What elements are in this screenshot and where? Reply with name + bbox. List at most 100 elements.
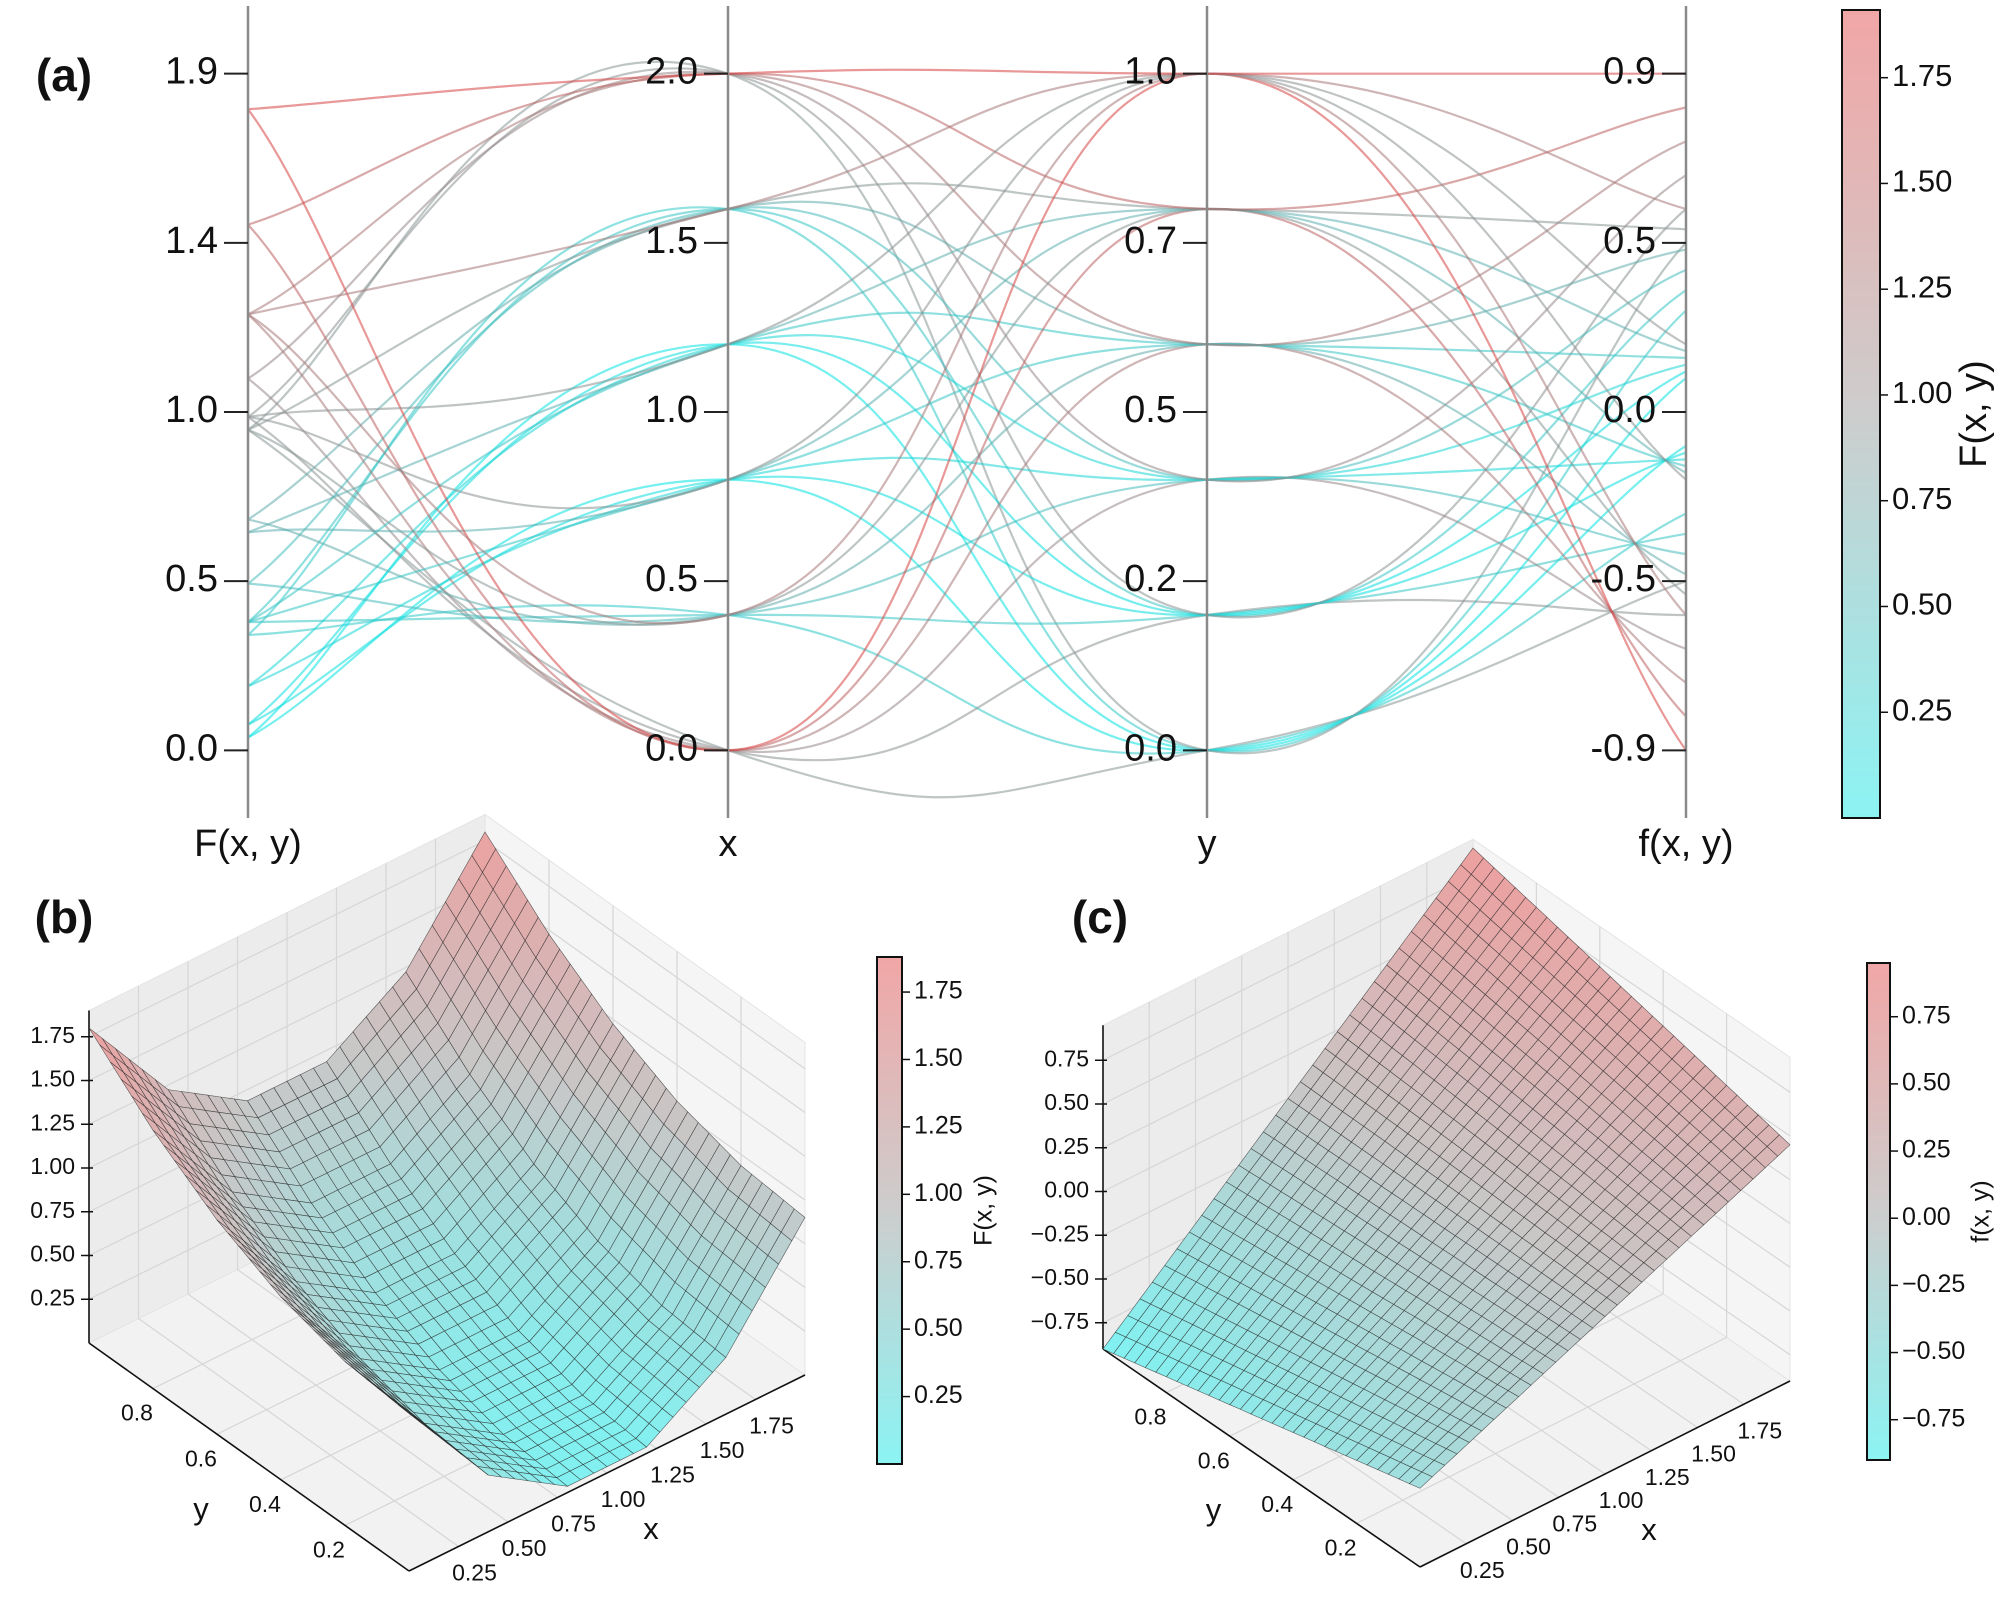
panel-label: (a) (36, 49, 92, 101)
tick-label: 0.7 (1124, 220, 1177, 262)
colorbar-tick-label: 1.00 (914, 1179, 963, 1207)
parallel-line (247, 512, 1687, 755)
tick-label: 1.0 (165, 389, 218, 431)
axis-line (1419, 1380, 1791, 1568)
colorbar-tick-label: 0.00 (1902, 1203, 1951, 1231)
parallel-line (247, 343, 1687, 752)
x-tick-label: 0.50 (1506, 1534, 1551, 1560)
surface-patch (1408, 1471, 1433, 1489)
z-tick-label: 1.25 (30, 1109, 75, 1135)
tick-label: 0.5 (645, 558, 698, 600)
parallel-line (247, 428, 1687, 799)
parallel-line (247, 207, 1687, 626)
z-tick-label: 0.25 (30, 1284, 75, 1310)
grid-line (88, 840, 486, 1038)
colorbar-tick-label: 1.25 (1892, 269, 1952, 304)
tick-label: -0.9 (1591, 727, 1656, 769)
y-axis-label: y (1206, 1492, 1222, 1527)
surface-patch (398, 1404, 423, 1425)
surface (1102, 847, 1791, 1489)
parallel-line (247, 311, 1687, 624)
parallel-line (247, 207, 1687, 623)
x-tick-label: 1.25 (1645, 1464, 1690, 1490)
y-tick-label: 0.4 (1261, 1491, 1293, 1517)
surface (88, 831, 806, 1487)
y-tick-label: 0.8 (121, 1400, 153, 1426)
parallel-line (247, 68, 1686, 111)
x-tick-label: 1.50 (700, 1437, 745, 1463)
parallel-line (247, 451, 1687, 726)
x-tick-label: 0.75 (1552, 1510, 1597, 1536)
colorbar-tick-label: 1.75 (1892, 58, 1952, 93)
z-tick-label: 0.50 (30, 1241, 75, 1267)
lines (247, 60, 1687, 799)
parallel-line (247, 72, 1687, 347)
tick-label: 1.5 (645, 220, 698, 262)
grid-line (1102, 873, 1474, 1061)
tick-label: 0.5 (165, 558, 218, 600)
colorbar-tick-label: 0.50 (1902, 1069, 1951, 1097)
parallel-line (247, 72, 1687, 226)
parallel-line (247, 334, 1687, 688)
z-tick-label: −0.25 (1031, 1220, 1089, 1246)
parallel-line (247, 342, 1687, 626)
x-tick-label: 0.25 (452, 1560, 497, 1586)
tick-label: 0.0 (1124, 727, 1177, 769)
grid-line (88, 883, 486, 1082)
colorbar-tick-label: 0.25 (1902, 1136, 1951, 1164)
axis-name: F(x, y) (194, 823, 302, 865)
y-tick-label: 0.6 (185, 1445, 217, 1471)
axis-name: y (1198, 823, 1217, 865)
colorbar (1842, 10, 1880, 818)
colorbar-tick-label: 1.50 (914, 1044, 963, 1072)
parallel-line (247, 60, 1687, 755)
axis-line (1102, 1348, 1421, 1568)
colorbar-tick-label: 0.75 (1892, 481, 1952, 516)
z-tick-label: 0.00 (1044, 1177, 1089, 1203)
grid-line (484, 840, 806, 1070)
grid-line (1356, 1336, 1727, 1524)
colorbar-tick-label: 0.25 (914, 1381, 963, 1409)
z-tick-label: 0.75 (1044, 1045, 1089, 1071)
parallel-line (247, 182, 1687, 431)
axis-name: f(x, y) (1639, 823, 1734, 865)
tick-label: 2.0 (645, 51, 698, 93)
tick-label: 1.9 (165, 51, 218, 93)
colorbar-tick-label: −0.25 (1902, 1270, 1965, 1298)
parallel-line (247, 476, 1687, 624)
tick-label: 0.5 (1603, 220, 1656, 262)
axis-name: x (719, 823, 738, 865)
tick-label: 1.0 (1124, 51, 1177, 93)
panel-label: (c) (1072, 891, 1128, 943)
axis-line (88, 1342, 410, 1572)
parallel-line (247, 416, 1687, 762)
z-tick-label: −0.75 (1031, 1308, 1089, 1334)
parallel-line (247, 72, 1687, 625)
colorbar-tick-label: 0.75 (1902, 1001, 1951, 1029)
y-tick-label: 0.2 (1325, 1534, 1357, 1560)
tick-label: 0.9 (1603, 51, 1656, 93)
colorbar-tick-label: 1.25 (914, 1112, 963, 1140)
colorbar-tick-label: 0.50 (1892, 587, 1952, 622)
parallel-line (247, 70, 1687, 483)
tick-label: 1.0 (645, 389, 698, 431)
parallel-line (247, 200, 1687, 521)
parallel-line (247, 72, 1687, 752)
x-tick-label: 1.75 (749, 1413, 794, 1439)
x-axis-label: x (1641, 1512, 1657, 1547)
colorbar (1867, 963, 1890, 1460)
grid-line (187, 1293, 509, 1523)
colorbar (877, 957, 902, 1464)
parallel-line (247, 377, 1687, 754)
colorbar-label: F(x, y) (1953, 360, 1995, 468)
colorbar-tick-label: −0.75 (1902, 1404, 1965, 1432)
y-axis-label: y (193, 1491, 209, 1526)
colorbar-tick-label: 1.00 (1892, 375, 1952, 410)
y-tick-label: 0.4 (249, 1491, 281, 1517)
z-tick-label: −0.50 (1031, 1264, 1089, 1290)
x-tick-label: 1.50 (1691, 1441, 1736, 1467)
tick-label: 0.0 (165, 727, 218, 769)
x-tick-label: 0.25 (1460, 1557, 1505, 1583)
tick-label: 0.2 (1124, 558, 1177, 600)
